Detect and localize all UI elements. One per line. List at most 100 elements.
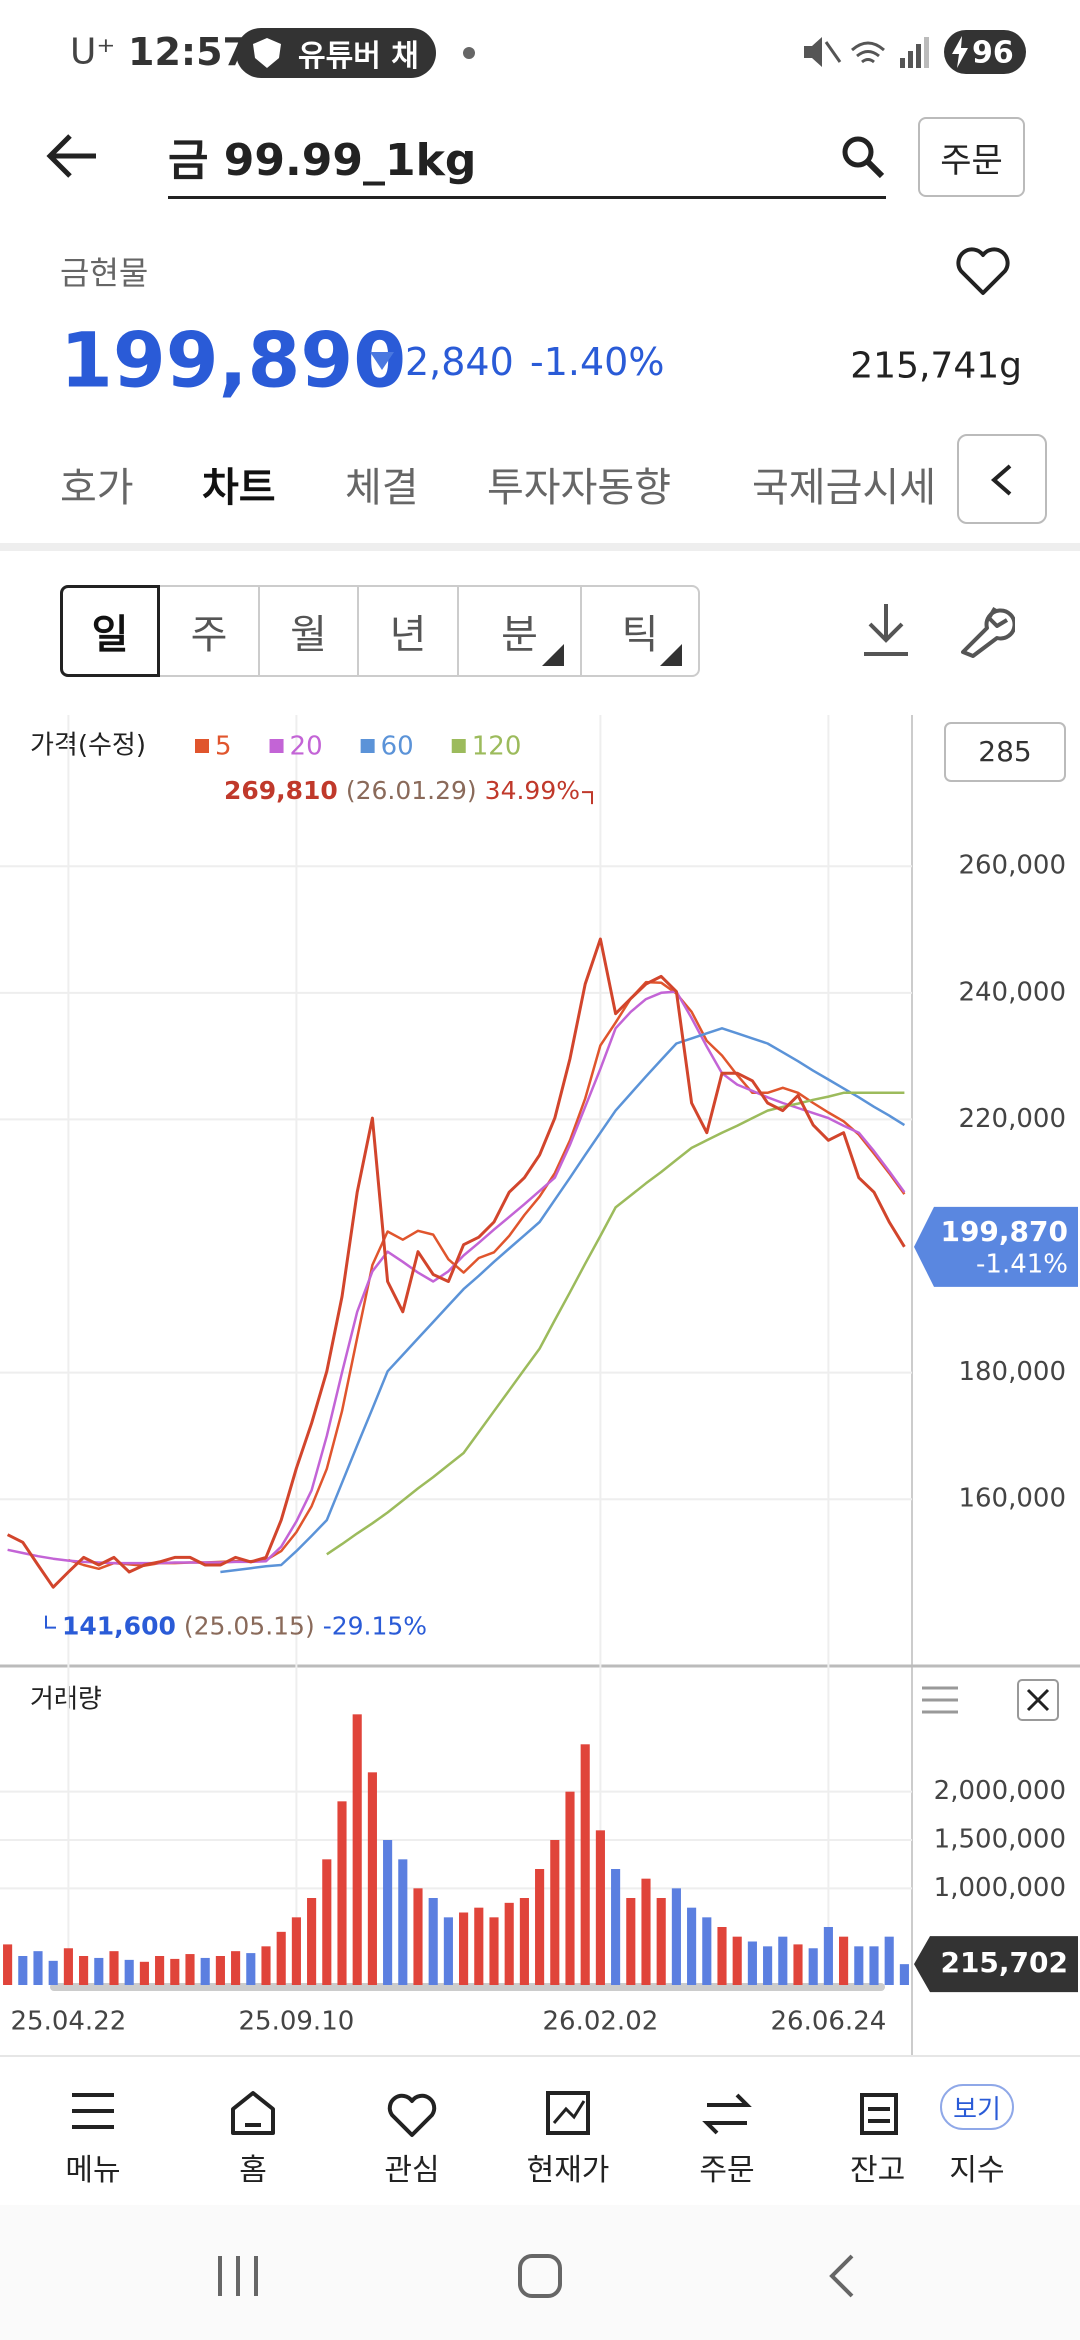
period-button[interactable]: 월 (258, 585, 359, 677)
notification-text: 유튜버 채 (298, 39, 419, 74)
volume-bar (63, 1948, 73, 1985)
volume-bar (763, 1946, 773, 1985)
volume-bar (550, 1840, 560, 1985)
volume-bar (519, 1898, 529, 1985)
panel-menu-icon[interactable] (922, 1686, 958, 1714)
volume-bar (504, 1902, 514, 1985)
settings-button[interactable] (955, 600, 1015, 660)
order-button[interactable]: 주문 (918, 117, 1025, 197)
system-nav-icons[interactable] (0, 2248, 1080, 2304)
y-tick-label: 260,000 (958, 851, 1066, 881)
moving-average-line (7, 990, 906, 1565)
download-button[interactable] (860, 600, 912, 658)
volume-bar (595, 1830, 605, 1985)
clock: 12:57 (128, 30, 249, 74)
volume-bar (884, 1936, 894, 1985)
volume-bar (611, 1869, 621, 1985)
bar-count-box[interactable] (944, 722, 1066, 782)
volume-bar (747, 1941, 757, 1985)
volume-bar (702, 1917, 712, 1985)
volume-bar (261, 1946, 271, 1985)
legend-label: 120 (472, 732, 522, 762)
y-tick-label: 160,000 (958, 1484, 1066, 1514)
volume-bar (778, 1936, 788, 1985)
volume-bar (823, 1927, 833, 1985)
close-icon (1026, 1688, 1050, 1712)
search-icon[interactable] (840, 134, 886, 180)
y-tick-label: 1,000,000 (934, 1873, 1066, 1903)
search-title[interactable]: 금 99.99_1kg (168, 135, 477, 186)
favorite-button[interactable] (955, 245, 1011, 297)
volume-bar (474, 1907, 484, 1985)
volume-bar (839, 1936, 849, 1985)
nav-item[interactable]: 잔고 (850, 2153, 906, 2188)
y-tick-label: 180,000 (958, 1357, 1066, 1387)
legend-swatch (269, 739, 284, 753)
volume-bar (732, 1936, 742, 1985)
volume-bar (322, 1859, 332, 1985)
last-price-box (914, 1206, 1078, 1287)
volume-bar (793, 1944, 803, 1985)
legend-label: 5 (215, 732, 232, 762)
volume-bar (459, 1912, 469, 1985)
tab-collapse-button[interactable] (957, 434, 1047, 524)
back-button[interactable] (46, 130, 100, 182)
nav-item[interactable]: 주문 (699, 2153, 755, 2188)
extreme-marker (45, 1615, 56, 1629)
extreme-change: 34.99% (485, 776, 580, 805)
trade-volume: 215,741g (850, 345, 1022, 387)
period-button-selected[interactable]: 일 (60, 585, 160, 677)
tab[interactable]: 체결 (345, 465, 419, 511)
chevron-left (990, 464, 1012, 496)
volume-bar (94, 1957, 104, 1985)
bottom-nav (0, 2055, 1080, 2207)
x-tick-label: 25.04.22 (11, 2007, 127, 2037)
legend-label: 60 (381, 732, 414, 762)
extreme-change: -29.15% (323, 1612, 427, 1641)
volume-panel-title: 거래량 (30, 1685, 102, 1715)
volume-bar (124, 1959, 134, 1985)
last-volume-box (914, 1936, 1078, 1993)
volume-bar (489, 1917, 499, 1985)
tab[interactable]: 투자자동향 (487, 465, 671, 511)
volume-bar (535, 1869, 545, 1985)
volume-bar (33, 1951, 43, 1985)
nav-item[interactable]: 메뉴 (65, 2153, 121, 2188)
period-button[interactable]: 년 (357, 585, 459, 677)
charging-icon (952, 36, 968, 68)
nav-item[interactable]: 관심 (384, 2153, 440, 2188)
volume-bar (155, 1956, 165, 1985)
volume-bar (291, 1917, 301, 1985)
nav-item[interactable]: 지수 (949, 2153, 1005, 2188)
tab[interactable]: 호가 (60, 465, 134, 511)
down-triangle (370, 352, 394, 370)
moving-average-line (326, 1091, 905, 1556)
nav-item[interactable]: 현재가 (526, 2153, 610, 2188)
y-tick-label: 2,000,000 (934, 1776, 1066, 1806)
volume-bar (413, 1888, 423, 1985)
extreme-label: 141,600 (62, 1612, 176, 1641)
dot (463, 47, 475, 59)
last-price-change: -1.41% (976, 1249, 1068, 1279)
status-icons (804, 37, 929, 68)
chart[interactable]: 가격(수정) 285 거래량 25.04.22 25.09.10 26.02.02 2… (0, 715, 1080, 2057)
extreme-label: 141,600 (25.05.15) -29.15% (62, 1612, 427, 1641)
legend-swatch (451, 739, 466, 753)
volume-bar (671, 1888, 681, 1985)
tab[interactable]: 국제금시세 (752, 465, 936, 511)
extreme-label: 269,810 (224, 776, 338, 805)
tab-selected[interactable]: 차트 (202, 465, 276, 511)
period-button[interactable]: 주 (158, 585, 260, 677)
x-tick-label: 26.06.24 (771, 2007, 887, 2037)
volume-bar (565, 1791, 575, 1985)
extreme-date: (25.05.15) (184, 1612, 315, 1641)
period-button[interactable]: 틱 (580, 585, 700, 677)
volume-bar (428, 1898, 438, 1985)
volume-bar (398, 1859, 408, 1985)
extreme-date: (26.01.29) (346, 776, 477, 805)
nav-badge[interactable]: 보기 (940, 2084, 1014, 2130)
legend-swatch (360, 739, 375, 753)
nav-item[interactable]: 홈 (239, 2153, 267, 2188)
volume-bar (367, 1772, 377, 1985)
